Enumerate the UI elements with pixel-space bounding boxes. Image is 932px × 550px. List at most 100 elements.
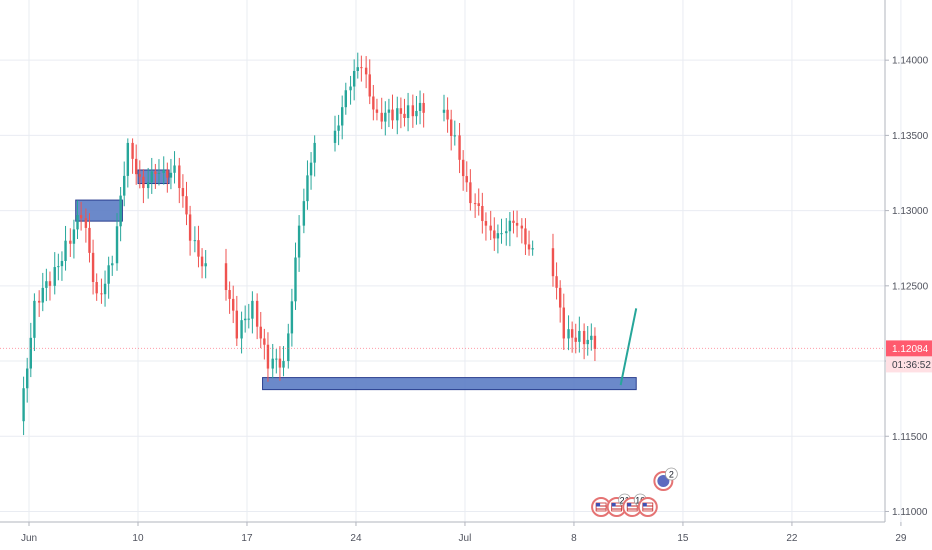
chart-grid: [0, 0, 902, 522]
candle-body: [197, 240, 200, 257]
x-tick-label: 22: [786, 533, 798, 544]
candle-body: [352, 70, 356, 87]
zone-rect: [262, 377, 637, 391]
candle-body: [465, 176, 468, 183]
candle-body: [100, 293, 103, 295]
candle-body: [574, 337, 577, 342]
candle-body: [297, 225, 301, 258]
candle-body: [224, 263, 228, 291]
candle-body: [243, 318, 247, 321]
flag-body: [595, 502, 607, 512]
candle-body: [22, 388, 25, 422]
last-price-label: 1.12084: [892, 344, 929, 355]
candle-body: [341, 107, 344, 126]
candle-body: [271, 358, 274, 369]
candle-body: [356, 67, 359, 71]
candle-body: [251, 300, 254, 319]
candle-body: [586, 339, 589, 345]
candle-body: [524, 228, 527, 245]
projection-line: [619, 308, 638, 386]
flag-canton: [611, 503, 616, 507]
x-tick-label: 24: [350, 533, 362, 544]
candle-body: [48, 281, 52, 286]
candle-body: [188, 214, 192, 241]
us-flag-icon[interactable]: [637, 497, 658, 517]
candle-body: [115, 226, 119, 264]
candle-body: [578, 330, 581, 342]
candle-body: [384, 112, 387, 122]
candle-body: [375, 109, 379, 113]
candle-body: [489, 225, 492, 231]
x-tick-label: 29: [895, 533, 907, 544]
candle-body: [111, 263, 114, 266]
candle-body: [309, 162, 313, 176]
candle-body: [76, 215, 79, 230]
candle-body: [278, 358, 282, 368]
candle-body: [123, 175, 126, 196]
candle-body: [91, 252, 95, 283]
candle-body: [380, 112, 383, 122]
candle-body: [162, 170, 165, 173]
countdown-badge: [886, 356, 932, 373]
candle-body: [442, 109, 446, 113]
candle-body: [515, 222, 519, 226]
candle-body: [266, 344, 270, 369]
candle-body: [399, 108, 403, 114]
candle-body: [107, 265, 110, 284]
candle-body: [235, 310, 239, 339]
candle-body: [103, 283, 107, 295]
candle-body: [500, 233, 503, 235]
candle-body: [372, 96, 375, 110]
candle-body: [294, 257, 297, 302]
candle-body: [154, 171, 157, 174]
candle-body: [368, 74, 371, 97]
candle-body: [396, 108, 399, 121]
candle-body: [570, 329, 574, 338]
candle-body: [411, 105, 415, 117]
candle-body: [344, 90, 347, 108]
candle-body: [45, 281, 48, 288]
candle-body: [469, 182, 472, 204]
candle-body: [403, 113, 406, 118]
candle-body: [69, 240, 72, 244]
candle-body: [287, 333, 290, 362]
candle-body: [178, 165, 181, 189]
candle-body: [505, 231, 508, 234]
candle-body: [349, 86, 352, 91]
candle-body: [275, 358, 278, 360]
x-tick-label: 10: [132, 533, 144, 544]
candle-body: [458, 135, 461, 160]
candle-body: [57, 266, 60, 268]
globe-fill: [657, 475, 670, 487]
candle-body: [166, 170, 169, 178]
zone-rect: [137, 169, 170, 185]
x-tick-label: 8: [571, 533, 577, 544]
candle-body: [228, 290, 231, 299]
candle-body: [150, 171, 153, 183]
candle-body: [593, 335, 597, 350]
globe-icon[interactable]: 2: [653, 467, 678, 491]
y-tick-label: 1.13000: [892, 206, 929, 217]
candle-body: [508, 220, 512, 232]
event-count-bubble: [664, 467, 678, 481]
zone-rect: [75, 199, 123, 222]
candle-body: [590, 335, 593, 340]
candle-body: [562, 307, 565, 339]
y-tick-label: 1.13500: [892, 131, 929, 142]
candle-body: [282, 361, 285, 368]
candle-body: [446, 109, 449, 120]
candle-body: [484, 221, 488, 226]
candle-body: [232, 298, 235, 311]
zone-layer: [75, 169, 637, 391]
candle-body: [555, 276, 558, 288]
events-layer[interactable]: 21102: [591, 467, 678, 517]
candle-body: [406, 105, 410, 118]
candle-body: [200, 256, 204, 267]
candle-body: [461, 159, 465, 177]
candle-body: [41, 287, 44, 303]
x-tick-label: 15: [677, 533, 689, 544]
candle-body: [582, 330, 586, 345]
candle-body: [313, 142, 316, 163]
